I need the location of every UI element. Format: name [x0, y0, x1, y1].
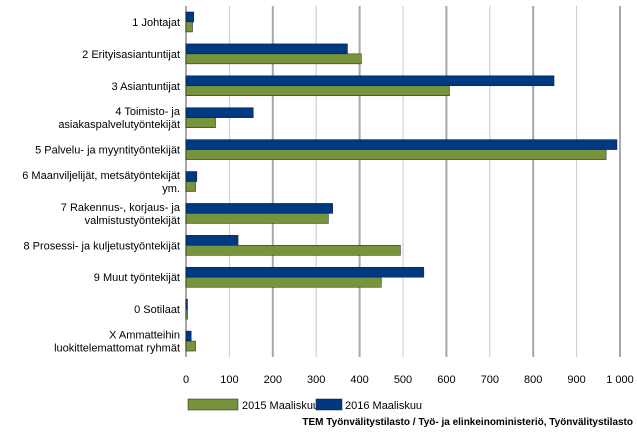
x-tick-label-100: 100	[220, 374, 238, 386]
legend-swatch-2016	[315, 398, 343, 411]
category-label-3: 4 Toimisto- ja asiakaspalvelutyöntekijät	[58, 106, 181, 131]
bar-2016-maaliskuu-3	[185, 107, 254, 118]
x-axis-tick-labels: 0 100 200 300 400 500 600 700 800 900 1 000	[183, 374, 634, 386]
category-label-2: 3 Asiantuntijat	[112, 81, 181, 93]
x-tick-label-300: 300	[307, 374, 325, 386]
x-tick-label-900: 900	[567, 374, 585, 386]
category-label-6: 7 Rakennus-, korjaus- ja valmistustyöntek…	[61, 202, 181, 227]
legend-label-2015: 2015 Maaliskuu	[242, 400, 319, 412]
category-label-1: 2 Erityisasiantuntijat	[82, 49, 180, 61]
category-label-9: 0 Sotilaat	[134, 304, 180, 316]
bar-2016-maaliskuu-1	[185, 43, 348, 55]
x-tick-label-1000: 1 000	[606, 374, 634, 386]
bar-2016-maaliskuu-7	[185, 235, 239, 246]
bar-2016-maaliskuu-10	[185, 330, 192, 342]
bar-2016-maaliskuu-4	[185, 139, 618, 150]
x-tick-label-0: 0	[183, 374, 189, 386]
category-label-7: 8 Prosessi- ja kuljetustyöntekijät	[23, 240, 180, 252]
bar-2015-maaliskuu-4	[185, 149, 607, 160]
bar-2016-maaliskuu-0	[185, 11, 195, 23]
x-tick-label-700: 700	[481, 374, 499, 386]
x-tick-label-400: 400	[350, 374, 368, 386]
bar-2015-maaliskuu-8	[185, 276, 382, 288]
legend-swatch-2015	[187, 398, 239, 411]
bar-2015-maaliskuu-9	[185, 308, 188, 320]
legend: 2015 Maaliskuu 2016 Maaliskuu	[187, 398, 422, 412]
bar-2015-maaliskuu-10	[185, 340, 196, 352]
bar-2015-maaliskuu-5	[185, 181, 196, 192]
category-label-0: 1 Johtajat	[132, 17, 180, 29]
source-note: TEM Työnvälitystilasto / Työ- ja elinkei…	[302, 417, 633, 428]
category-labels: 1 Johtajat 2 Erityisasiantuntijat 3 Asiant…	[22, 17, 181, 355]
bar-2016-maaliskuu-9	[185, 298, 188, 310]
bar-2015-maaliskuu-0	[185, 21, 193, 33]
bar-2015-maaliskuu-2	[185, 85, 450, 97]
category-label-4: 5 Palvelu- ja myyntityöntekijät	[35, 145, 180, 157]
bar-2015-maaliskuu-1	[185, 53, 362, 65]
x-tick-label-800: 800	[524, 374, 542, 386]
legend-label-2016: 2016 Maaliskuu	[345, 400, 422, 412]
bar-2016-maaliskuu-2	[185, 75, 555, 87]
bar-2016-maaliskuu-8	[185, 266, 425, 278]
x-tick-label-200: 200	[264, 374, 282, 386]
gridlines	[185, 6, 621, 357]
bar-2016-maaliskuu-6	[185, 203, 333, 214]
category-label-5: 6 Maanviljelijät, metsätyöntekijät ym.	[22, 170, 180, 195]
bar-2015-maaliskuu-3	[185, 117, 216, 128]
bars	[185, 11, 618, 352]
bar-2016-maaliskuu-5	[185, 171, 198, 182]
bar-2015-maaliskuu-6	[185, 213, 329, 224]
category-label-8: 9 Muut työntekijät	[94, 272, 180, 284]
x-tick-label-600: 600	[437, 374, 455, 386]
x-tick-label-500: 500	[394, 374, 412, 386]
bar-2015-maaliskuu-7	[185, 245, 401, 256]
category-label-10: X Ammatteihin luokittelemattomat ryhmät	[54, 330, 180, 355]
